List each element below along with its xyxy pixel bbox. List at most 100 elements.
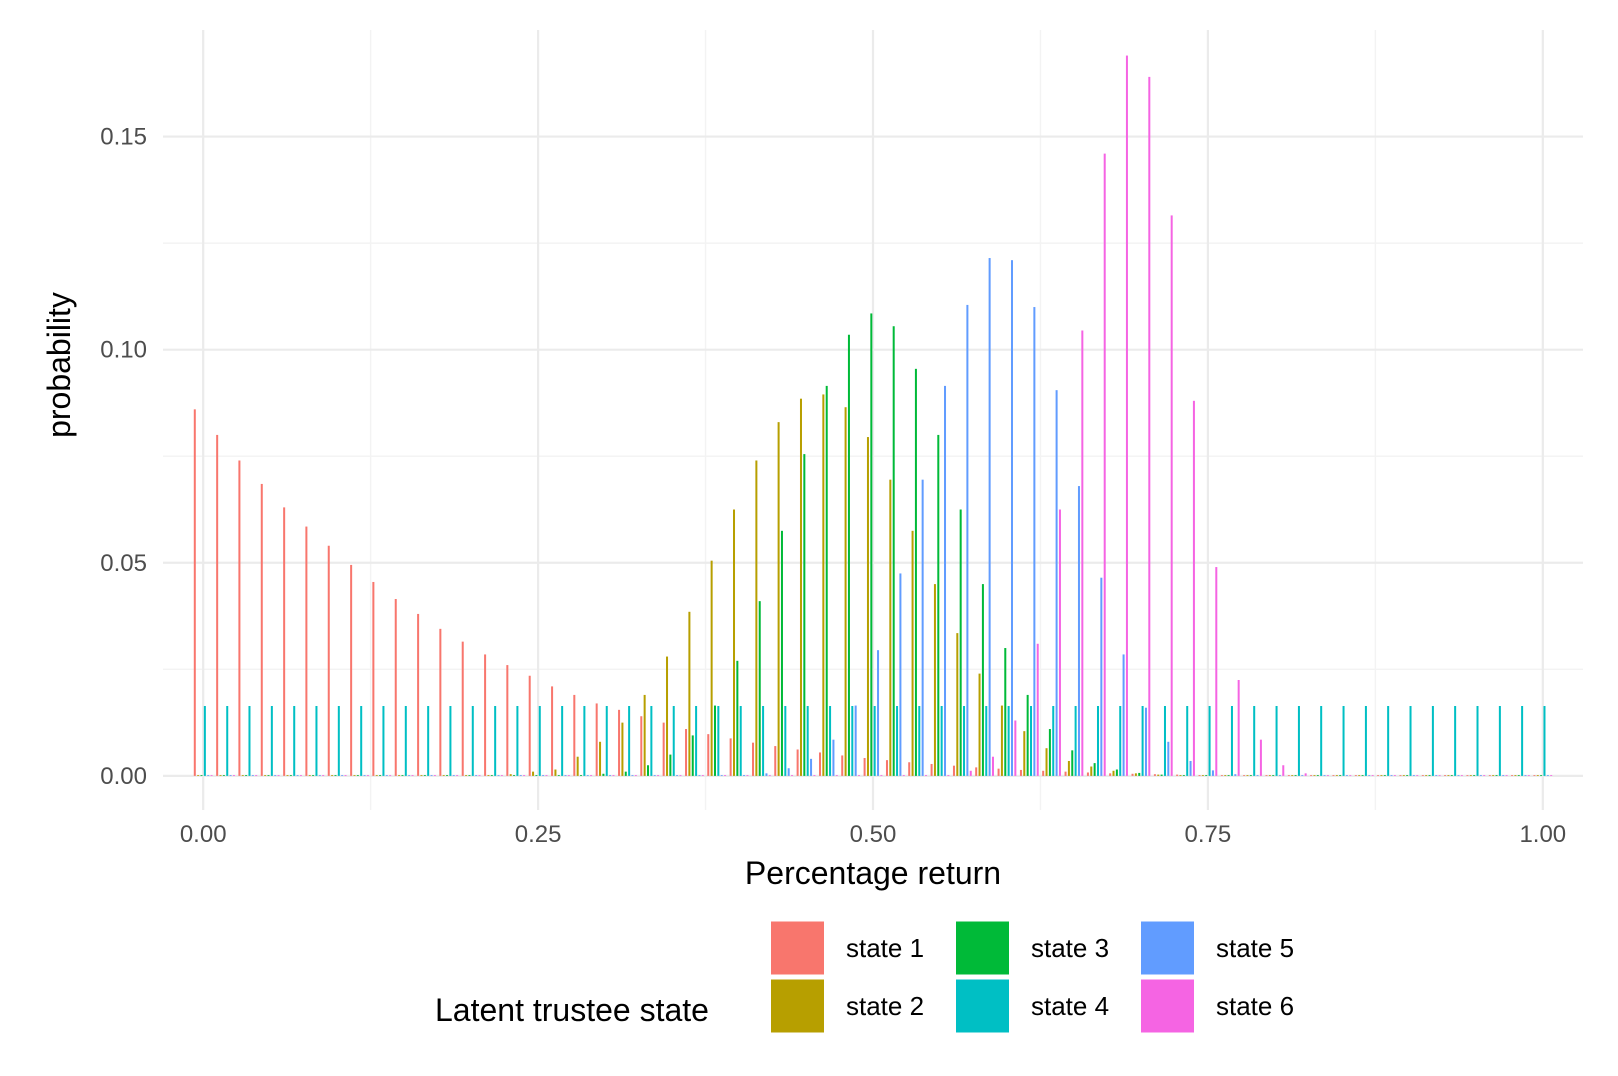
bar-state-4: [873, 706, 876, 776]
bar-state-3: [245, 775, 248, 776]
legend-swatch-state-2: [771, 979, 824, 1033]
bar-state-6: [1237, 680, 1240, 776]
bar-state-4: [1186, 706, 1189, 776]
bar-state-2: [1313, 775, 1316, 776]
bar-state-5: [1435, 775, 1438, 776]
bar-state-1: [863, 758, 866, 776]
bar-state-4: [427, 706, 430, 776]
bar-state-1: [327, 545, 330, 776]
legend: Latent trustee state state 1 state 2 state…: [435, 921, 1294, 1033]
bar-state-3: [468, 775, 471, 776]
bar-state-3: [1272, 775, 1275, 776]
bar-state-3: [1093, 763, 1096, 776]
bar-state-1: [1310, 775, 1313, 776]
bar-state-6: [433, 775, 436, 776]
bar-state-2: [911, 530, 914, 776]
bar-state-6: [701, 775, 704, 776]
bar-state-4: [1074, 706, 1077, 776]
bar-state-1: [216, 434, 219, 776]
bar-state-6: [1326, 775, 1329, 776]
bar-state-1: [1444, 775, 1447, 776]
bar-state-4: [494, 706, 497, 776]
legend-swatch-state-5: [1141, 921, 1194, 975]
bar-state-4: [337, 706, 340, 776]
bar-state-3: [624, 771, 627, 776]
bar-state-1: [461, 641, 464, 776]
bar-state-1: [930, 763, 933, 776]
bar-state-2: [1380, 775, 1383, 776]
bar-state-3: [981, 584, 984, 776]
bar-state-3: [267, 775, 270, 776]
bar-state-5: [229, 775, 232, 776]
bar-state-2: [799, 398, 802, 776]
bar-state-5: [497, 775, 500, 776]
bar-state-2: [1291, 775, 1294, 776]
x-tick-label: 0.75: [1185, 821, 1232, 848]
bar-state-1: [1533, 775, 1536, 776]
bar-state-5: [899, 573, 902, 776]
bar-state-6: [1371, 775, 1374, 776]
bar-state-4: [628, 706, 631, 776]
bar-state-5: [1234, 774, 1237, 776]
bar-state-6: [1081, 330, 1084, 776]
y-axis-title: probability: [41, 292, 77, 438]
legend-swatch-state-3: [956, 921, 1009, 975]
bar-state-2: [1447, 775, 1450, 776]
bar-state-2: [554, 769, 557, 776]
bar-state-6: [1058, 509, 1061, 776]
bar-state-1: [841, 755, 844, 776]
bar-state-6: [1416, 775, 1419, 776]
bar-state-3: [1473, 775, 1476, 776]
bar-state-5: [1211, 770, 1214, 776]
bar-state-3: [803, 454, 806, 776]
bar-state-5: [698, 775, 701, 776]
bar-state-2: [1201, 775, 1204, 776]
bar-state-6: [679, 775, 682, 776]
bar-state-6: [657, 775, 660, 776]
legend-title: Latent trustee state: [435, 992, 709, 1028]
bar-state-4: [1297, 706, 1300, 776]
bar-state-2: [643, 694, 646, 776]
bar-state-2: [710, 560, 713, 776]
bar-state-4: [471, 706, 474, 776]
bar-state-6: [277, 775, 280, 776]
bar-state-1: [707, 734, 710, 776]
bar-state-6: [366, 775, 369, 776]
bar-state-1: [1042, 770, 1045, 776]
bar-state-1: [997, 768, 1000, 776]
bar-state-1: [372, 581, 375, 776]
bar-state-1: [640, 716, 643, 776]
bar-state-3: [446, 775, 449, 776]
bar-state-4: [784, 706, 787, 776]
y-tick-label: 0.10: [100, 337, 147, 364]
bar-state-1: [1488, 775, 1491, 776]
bar-state-6: [1036, 643, 1039, 776]
bar-state-4: [1498, 706, 1501, 776]
bar-state-6: [1014, 720, 1017, 776]
bar-state-5: [1100, 577, 1103, 776]
bar-state-6: [1192, 400, 1195, 776]
bar-state-2: [777, 422, 780, 776]
bar-state-4: [1030, 706, 1033, 776]
x-tick-label: 0.50: [850, 821, 897, 848]
bar-state-1: [662, 722, 665, 776]
bar-state-3: [669, 754, 672, 776]
bar-state-2: [219, 775, 222, 776]
bar-state-4: [896, 706, 899, 776]
bar-state-5: [1546, 775, 1549, 776]
bar-state-6: [232, 775, 235, 776]
bar-state-3: [602, 773, 605, 776]
bar-state-4: [1387, 706, 1390, 776]
bar-state-2: [822, 394, 825, 776]
bar-state-1: [752, 742, 755, 776]
y-tick-label: 0.00: [100, 763, 147, 790]
bar-state-3: [1339, 775, 1342, 776]
bar-state-5: [1301, 775, 1304, 776]
bar-state-3: [847, 334, 850, 776]
bar-state-6: [456, 775, 459, 776]
bar-state-1: [1377, 775, 1380, 776]
bar-state-3: [535, 775, 538, 776]
bar-state-5: [609, 775, 612, 776]
bar-state-5: [1010, 260, 1013, 776]
